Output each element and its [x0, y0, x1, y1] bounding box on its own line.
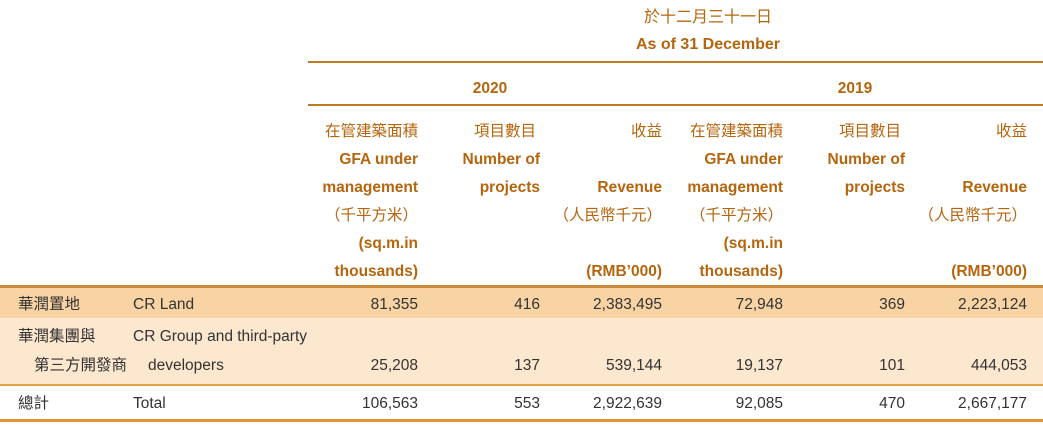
col-projects: 項目數目 Number of projects — [462, 123, 541, 196]
col-revenue-2019: 收益 Revenue （人民幣千元） (RMB’000) — [918, 123, 1027, 280]
row-label-en-line2: developers — [148, 357, 224, 374]
period-underline — [308, 61, 1043, 63]
value-gfa-2020: 25,208 — [370, 357, 418, 374]
value-revenue-2019: 444,053 — [970, 357, 1027, 374]
col-projects-2019: 項目數目 Number of projects — [827, 123, 906, 196]
value-revenue-2020: 2,922,639 — [593, 395, 662, 412]
value-projects-2020: 137 — [514, 357, 540, 374]
table-row-total: 總計 Total 106,563 553 2,922,639 92,085 47… — [0, 386, 1043, 419]
value-projects-2020: 553 — [514, 395, 540, 412]
table-bottom-line — [0, 419, 1043, 422]
col-gfa-zh: 在管建築面積 GFA under management （千平方米） (sq.m… — [322, 123, 418, 280]
value-gfa-2020: 81,355 — [370, 296, 418, 313]
value-gfa-2019: 72,948 — [735, 296, 783, 313]
value-gfa-2019: 19,137 — [735, 357, 783, 374]
table-row-cr-group: 華潤集團與 第三方開發商 CR Group and third-party de… — [0, 318, 1043, 384]
value-projects-2020: 416 — [514, 296, 540, 313]
row-label-zh: 總計 — [18, 395, 50, 412]
value-revenue-2019: 2,223,124 — [958, 296, 1027, 313]
period-label-zh: 於十二月三十一日 — [643, 9, 772, 26]
value-projects-2019: 101 — [879, 357, 905, 374]
table-row-cr-land: 華潤置地 CR Land 81,355 416 2,383,495 72,948… — [0, 288, 1043, 318]
year-2020: 2020 — [472, 80, 508, 97]
value-projects-2019: 470 — [879, 395, 905, 412]
col-revenue: 收益 Revenue （人民幣千元） (RMB’000) — [553, 123, 662, 280]
col-gfa-2019: 在管建築面積 GFA under management （千平方米） (sq.m… — [687, 123, 783, 280]
value-revenue-2020: 539,144 — [605, 357, 662, 374]
row-label-en-line1: CR Group and third-party — [133, 328, 308, 345]
row-label-zh: 華潤置地 — [18, 296, 81, 313]
period-label-en: As of 31 December — [635, 36, 781, 53]
value-revenue-2020: 2,383,495 — [593, 296, 662, 313]
total-divider — [0, 384, 1043, 386]
year-underline — [308, 104, 1043, 106]
value-projects-2019: 369 — [879, 296, 905, 313]
header-bottom-line — [0, 285, 1043, 288]
year-2019: 2019 — [837, 80, 873, 97]
row-label-zh-line1: 華潤集團與 — [18, 328, 96, 345]
value-gfa-2020: 106,563 — [361, 395, 418, 412]
value-gfa-2019: 92,085 — [735, 395, 783, 412]
value-revenue-2019: 2,667,177 — [958, 395, 1027, 412]
row-label-zh-line2: 第三方開發商 — [34, 357, 128, 374]
row-label-en: Total — [133, 395, 166, 412]
row-label-en: CR Land — [133, 296, 195, 313]
